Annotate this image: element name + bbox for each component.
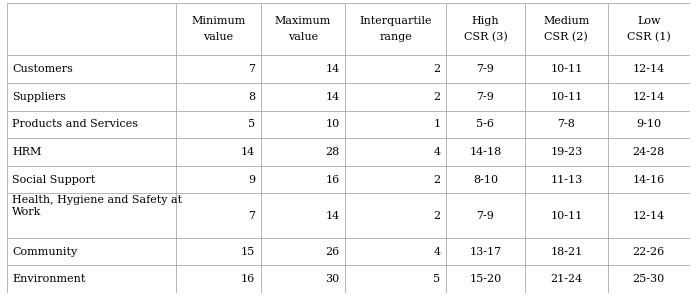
Text: Health, Hygiene and Safety at
Work: Health, Hygiene and Safety at Work	[13, 195, 183, 217]
Text: 12-14: 12-14	[633, 92, 665, 102]
Text: 15: 15	[241, 247, 255, 257]
Text: 7-9: 7-9	[477, 64, 494, 74]
Text: Suppliers: Suppliers	[13, 92, 66, 102]
Text: 10-11: 10-11	[550, 211, 583, 221]
Text: 22-26: 22-26	[633, 247, 665, 257]
Text: 12-14: 12-14	[633, 211, 665, 221]
Text: 13-17: 13-17	[469, 247, 502, 257]
Text: HRM: HRM	[13, 147, 42, 157]
Text: Products and Services: Products and Services	[13, 120, 139, 129]
Text: 7-8: 7-8	[558, 120, 575, 129]
Text: 14: 14	[325, 92, 340, 102]
Text: Interquartile
range: Interquartile range	[359, 16, 432, 42]
Text: 11-13: 11-13	[550, 175, 583, 185]
Text: 14-18: 14-18	[469, 147, 502, 157]
Text: 16: 16	[325, 175, 340, 185]
Text: 7: 7	[248, 64, 255, 74]
Text: 2: 2	[434, 64, 441, 74]
Text: 8: 8	[248, 92, 255, 102]
Text: Medium
CSR (2): Medium CSR (2)	[543, 16, 590, 43]
Text: 14-16: 14-16	[633, 175, 665, 185]
Text: 2: 2	[434, 92, 441, 102]
Text: 5-6: 5-6	[477, 120, 494, 129]
Text: 12-14: 12-14	[633, 64, 665, 74]
Text: Minimum
value: Minimum value	[191, 16, 245, 42]
Text: 1: 1	[434, 120, 441, 129]
Text: 7: 7	[248, 211, 255, 221]
Text: 7-9: 7-9	[477, 92, 494, 102]
Text: Community: Community	[13, 247, 77, 257]
Text: 14: 14	[325, 211, 340, 221]
Text: 18-21: 18-21	[550, 247, 583, 257]
Text: Low
CSR (1): Low CSR (1)	[627, 16, 671, 43]
Text: 4: 4	[434, 147, 441, 157]
Text: 10: 10	[325, 120, 340, 129]
Text: 9-10: 9-10	[636, 120, 661, 129]
Text: 8-10: 8-10	[473, 175, 498, 185]
Text: 28: 28	[325, 147, 340, 157]
Text: Social Support: Social Support	[13, 175, 95, 185]
Text: 16: 16	[241, 274, 255, 284]
Text: 4: 4	[434, 247, 441, 257]
Text: 19-23: 19-23	[550, 147, 583, 157]
Text: 26: 26	[325, 247, 340, 257]
Text: Environment: Environment	[13, 274, 86, 284]
Text: 7-9: 7-9	[477, 211, 494, 221]
Text: 21-24: 21-24	[550, 274, 583, 284]
Text: Customers: Customers	[13, 64, 73, 74]
Text: 2: 2	[434, 175, 441, 185]
Text: 14: 14	[241, 147, 255, 157]
Text: 10-11: 10-11	[550, 92, 583, 102]
Text: 30: 30	[325, 274, 340, 284]
Text: 9: 9	[248, 175, 255, 185]
Text: Maximum
value: Maximum value	[275, 16, 331, 42]
Text: High
CSR (3): High CSR (3)	[464, 16, 507, 43]
Text: 5: 5	[434, 274, 441, 284]
Text: 24-28: 24-28	[633, 147, 665, 157]
Text: 5: 5	[248, 120, 255, 129]
Text: 10-11: 10-11	[550, 64, 583, 74]
Text: 2: 2	[434, 211, 441, 221]
Text: 15-20: 15-20	[469, 274, 502, 284]
Text: 25-30: 25-30	[633, 274, 665, 284]
Text: 14: 14	[325, 64, 340, 74]
